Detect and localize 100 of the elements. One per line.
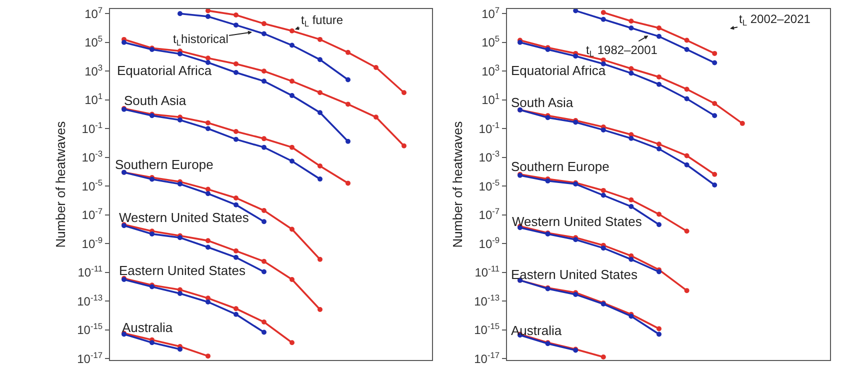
annotation: t$_{L}$ future [301, 13, 344, 29]
annotation: South Asia [124, 93, 187, 108]
y-tick-label: 10$^{-5}$ [478, 177, 500, 194]
y-tick-label: 10$^{-7}$ [478, 206, 500, 222]
annotation: Equatorial Africa [117, 63, 212, 78]
point [656, 222, 662, 228]
annotation: Western United States [512, 214, 642, 229]
point [712, 182, 718, 188]
y-tick-label: 10$^{-7}$ [82, 206, 103, 222]
point [628, 26, 634, 31]
point [600, 16, 606, 22]
y-tick-label: 10$^{-11}$ [474, 264, 500, 280]
y-tick-label: 10$^{7}$ [84, 4, 103, 21]
point [573, 54, 578, 59]
y-tick-label: 10$^{-1}$ [82, 120, 103, 136]
point [656, 26, 662, 31]
point [206, 191, 210, 196]
point [262, 330, 266, 335]
point [206, 354, 210, 359]
point [262, 208, 266, 214]
point [712, 50, 718, 56]
point [234, 202, 238, 208]
y-tick-label: 10$^{-9}$ [478, 234, 500, 251]
point [234, 195, 238, 200]
point [346, 50, 350, 55]
point [234, 254, 238, 260]
point [206, 9, 210, 14]
point [234, 61, 238, 66]
point [318, 176, 322, 182]
point [656, 82, 662, 87]
annotation: Australia [122, 320, 174, 335]
point [234, 12, 238, 18]
point [740, 120, 745, 126]
point [178, 117, 182, 122]
point [712, 60, 718, 66]
point [290, 276, 294, 282]
point [262, 68, 266, 74]
point [290, 93, 294, 98]
point [290, 78, 294, 84]
y-axis-title: Number of heatwaves [53, 120, 68, 248]
y-tick-label: 10$^{-13}$ [77, 292, 103, 308]
y-tick-label: 10$^{7}$ [482, 4, 500, 21]
point [573, 9, 578, 14]
point [628, 136, 634, 141]
point [346, 77, 350, 82]
point [178, 11, 182, 16]
point [234, 312, 238, 317]
point [262, 31, 266, 36]
point [234, 248, 238, 254]
point [262, 258, 266, 264]
point [234, 136, 238, 142]
point [684, 38, 690, 43]
point [206, 126, 210, 132]
point [178, 290, 182, 296]
y-tick-label: 10$^{3}$ [482, 62, 500, 78]
point [318, 57, 322, 62]
point [346, 138, 350, 144]
annotation: Eastern United States [511, 267, 638, 282]
point [628, 66, 634, 72]
point [178, 182, 182, 187]
point [290, 42, 294, 48]
point [150, 340, 154, 346]
point [346, 180, 350, 186]
annotation: Southern Europe [511, 159, 610, 174]
y-axis-title: Number of heatwaves [450, 120, 466, 248]
y-tick-label: 10$^{1}$ [84, 91, 103, 108]
point [206, 238, 210, 244]
point [122, 40, 126, 45]
point [712, 172, 718, 177]
point [150, 231, 154, 236]
point [402, 90, 406, 96]
point [206, 120, 210, 126]
point [656, 142, 662, 147]
point [628, 197, 634, 202]
point [600, 246, 606, 251]
annotation: Australia [511, 323, 562, 338]
point [318, 256, 322, 262]
y-tick-label: 10$^{5}$ [84, 34, 103, 50]
point [628, 18, 634, 24]
point [656, 146, 662, 152]
y-tick-label: 10$^{-15}$ [474, 321, 500, 338]
y-tick-label: 10$^{-17}$ [474, 350, 500, 366]
point [684, 46, 690, 52]
point [206, 244, 210, 250]
point [206, 299, 210, 304]
y-tick-label: 10$^{-9}$ [82, 234, 103, 251]
point [600, 354, 606, 360]
point [262, 320, 266, 325]
point [712, 100, 718, 106]
point [318, 164, 322, 169]
point [178, 51, 182, 56]
point [628, 256, 634, 262]
point [374, 64, 378, 70]
point [178, 346, 182, 352]
point [600, 192, 606, 198]
y-tick-label: 10$^{-17}$ [77, 350, 103, 366]
point [684, 86, 690, 92]
point [346, 102, 350, 107]
point [628, 204, 634, 210]
point [656, 34, 662, 39]
